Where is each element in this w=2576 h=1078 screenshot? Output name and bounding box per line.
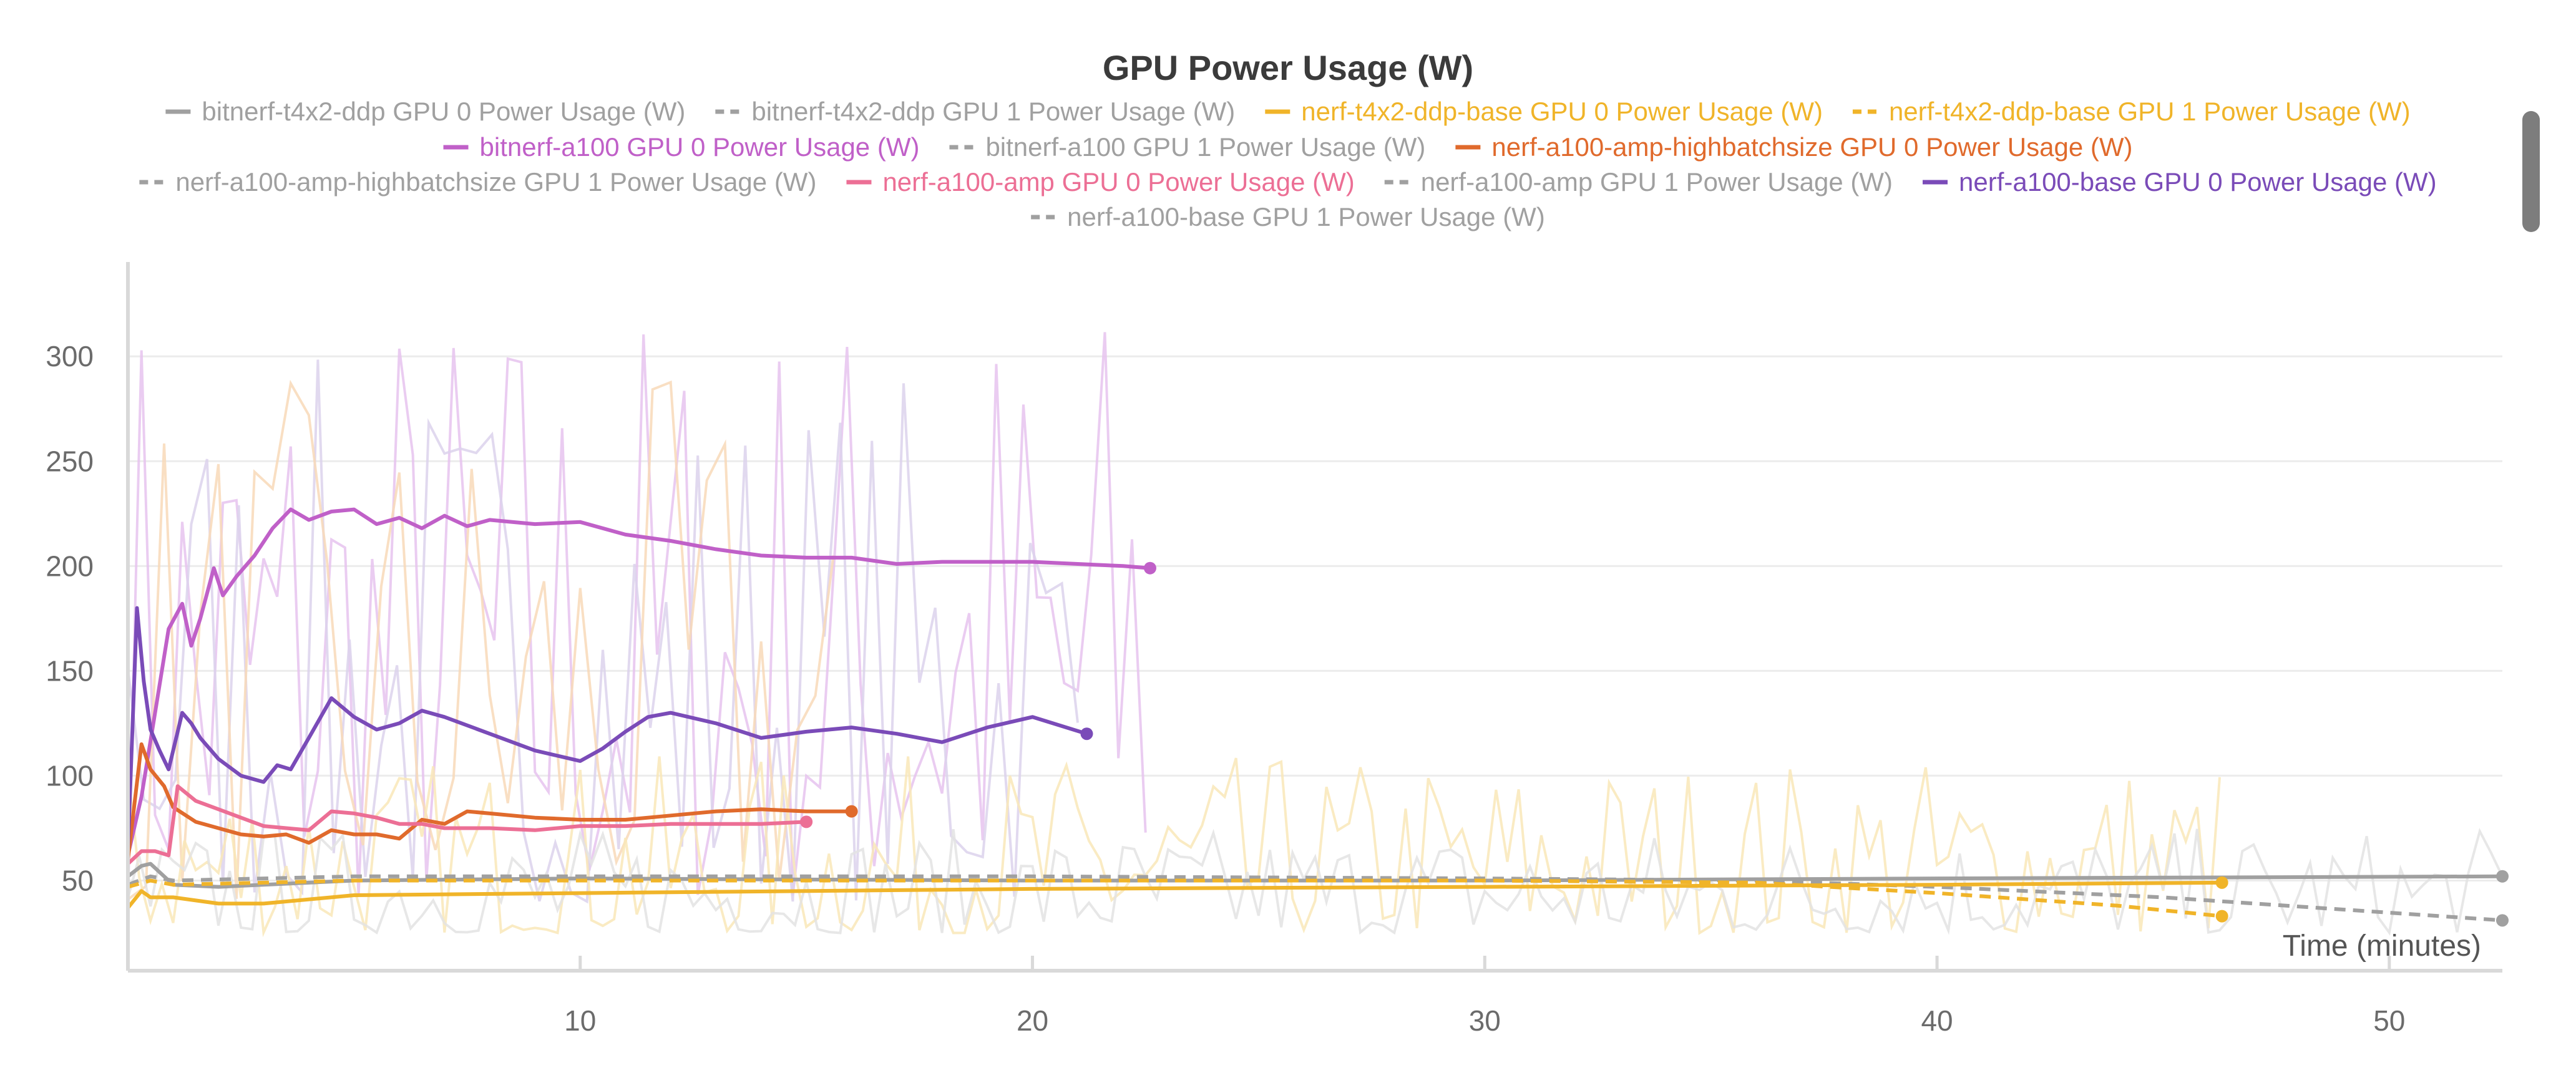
legend-label-10: nerf-a100-base GPU 0 Power Usage (W) xyxy=(1959,167,2437,197)
legend-label-11: nerf-a100-base GPU 1 Power Usage (W) xyxy=(1067,202,1545,231)
legend-label-9: nerf-a100-amp GPU 1 Power Usage (W) xyxy=(1421,167,1893,197)
legend-item-9[interactable]: nerf-a100-amp GPU 1 Power Usage (W) xyxy=(1384,167,1893,197)
legend-item-7[interactable]: nerf-a100-amp-highbatchsize GPU 1 Power … xyxy=(139,167,816,197)
series-end-point-0 xyxy=(2496,870,2509,883)
y-tick-label-1: 100 xyxy=(46,759,94,792)
legend-item-2[interactable]: nerf-t4x2-ddp-base GPU 0 Power Usage (W) xyxy=(1265,97,1823,126)
series-end-point-2 xyxy=(2215,876,2228,889)
y-tick-label-3: 200 xyxy=(46,550,94,582)
legend-item-3[interactable]: nerf-t4x2-ddp-base GPU 1 Power Usage (W) xyxy=(1852,97,2411,126)
series-line-4 xyxy=(126,507,1151,856)
legend-item-1[interactable]: bitnerf-t4x2-ddp GPU 1 Power Usage (W) xyxy=(715,97,1235,126)
series-end-point-6 xyxy=(845,805,858,818)
series-line-1 xyxy=(127,874,2503,923)
legend-label-4: bitnerf-a100 GPU 0 Power Usage (W) xyxy=(480,132,920,162)
legend-label-8: nerf-a100-amp GPU 0 Power Usage (W) xyxy=(882,167,1354,197)
legend-item-0[interactable]: bitnerf-t4x2-ddp GPU 0 Power Usage (W) xyxy=(165,97,685,126)
y-tick-label-2: 150 xyxy=(46,654,94,687)
raw-noise-traces xyxy=(127,332,2504,938)
axes: 10 20 30 40 50 xyxy=(126,262,2502,1037)
legend-item-8[interactable]: nerf-a100-amp GPU 0 Power Usage (W) xyxy=(846,167,1355,197)
y-tick-label-5: 300 xyxy=(46,340,94,372)
x-tick-label-2: 30 xyxy=(1469,1004,1501,1037)
series-line-10 xyxy=(126,606,1088,850)
x-tick-label-4: 50 xyxy=(2373,1004,2405,1037)
y-tick-label-4: 250 xyxy=(46,445,94,477)
series-line-8 xyxy=(126,784,807,865)
series-line-3 xyxy=(127,878,2222,918)
legend-label-5: bitnerf-a100 GPU 1 Power Usage (W) xyxy=(985,132,1425,162)
series-end-point-10 xyxy=(1080,727,1093,741)
series-end-point-3 xyxy=(2215,910,2228,923)
legend: bitnerf-t4x2-ddp GPU 0 Power Usage (W) bi… xyxy=(139,97,2437,231)
noise-trace-4 xyxy=(127,828,2504,936)
chart-title: GPU Power Usage (W) xyxy=(1103,48,1473,87)
legend-scrollbar-thumb[interactable] xyxy=(2522,111,2540,232)
x-axis-title: Time (minutes) xyxy=(2283,930,2481,963)
legend-item-10[interactable]: nerf-a100-base GPU 0 Power Usage (W) xyxy=(1923,167,2437,197)
legend-label-2: nerf-t4x2-ddp-base GPU 0 Power Usage (W) xyxy=(1301,97,1823,126)
legend-item-11[interactable]: nerf-a100-base GPU 1 Power Usage (W) xyxy=(1031,202,1545,231)
legend-label-7: nerf-a100-amp-highbatchsize GPU 1 Power … xyxy=(175,167,816,197)
legend-item-6[interactable]: nerf-a100-amp-highbatchsize GPU 0 Power … xyxy=(1455,132,2132,162)
legend-label-3: nerf-t4x2-ddp-base GPU 1 Power Usage (W) xyxy=(1889,97,2411,126)
noise-trace-1 xyxy=(127,359,1079,904)
series-end-point-8 xyxy=(800,815,813,828)
x-tick-label-0: 10 xyxy=(564,1004,596,1037)
x-tick-label-3: 40 xyxy=(1921,1004,1953,1037)
series-end-point-4 xyxy=(1143,561,1156,575)
noise-trace-2 xyxy=(127,379,835,901)
legend-item-5[interactable]: bitnerf-a100 GPU 1 Power Usage (W) xyxy=(949,132,1425,162)
legend-label-1: bitnerf-t4x2-ddp GPU 1 Power Usage (W) xyxy=(751,97,1235,126)
legend-label-0: bitnerf-t4x2-ddp GPU 0 Power Usage (W) xyxy=(202,97,685,126)
noise-trace-0 xyxy=(127,332,1147,902)
series-line-2 xyxy=(126,880,2222,910)
legend-item-4[interactable]: bitnerf-a100 GPU 0 Power Usage (W) xyxy=(443,132,920,162)
noise-trace-3 xyxy=(127,756,2221,938)
series-end-point-1 xyxy=(2496,914,2509,927)
series-lines xyxy=(126,507,2509,927)
y-tick-label-0: 50 xyxy=(62,864,94,896)
legend-label-6: nerf-a100-amp-highbatchsize GPU 0 Power … xyxy=(1491,132,2132,162)
series-line-6 xyxy=(126,742,852,860)
x-tick-label-1: 20 xyxy=(1017,1004,1048,1037)
